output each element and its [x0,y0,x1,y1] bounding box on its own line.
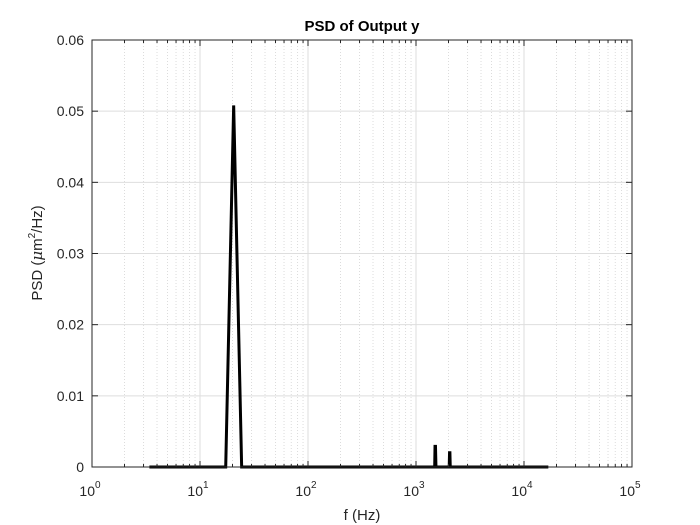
y-axis-label: PSD (μm2/Hz) [27,205,46,300]
y-axis-label-sup: 2 [27,232,38,238]
y-axis-label-unit: m [29,238,46,251]
x-tick-label-base: 10 [187,483,203,499]
x-tick-label: 103 [403,480,425,499]
y-tick-label: 0 [76,459,84,475]
y-tick-label: 0.06 [57,32,84,48]
x-tick-label: 101 [187,480,209,499]
y-axis-label-suffix: /Hz) [29,205,46,233]
x-tick-label-base: 10 [511,483,527,499]
x-tick-label-exponent: 2 [311,480,317,491]
x-tick-labels: 100 101 102 103 104 105 [79,480,641,499]
x-axis-label: f (Hz) [344,507,381,524]
y-tick-label: 0.01 [57,388,84,404]
x-tick-label-base: 10 [295,483,311,499]
y-tick-label: 0.03 [57,246,84,262]
y-tick-labels: 0 0.01 0.02 0.03 0.04 0.05 0.06 [57,32,84,475]
y-tick-label: 0.04 [57,174,84,190]
x-tick-label-exponent: 5 [635,480,641,491]
x-tick-label-base: 10 [79,483,95,499]
x-tick-label-exponent: 1 [203,480,209,491]
x-tick-label-base: 10 [619,483,635,499]
x-tick-label: 104 [511,480,533,499]
tick-marks [91,39,633,468]
y-axis-label-prefix: PSD ( [29,261,46,301]
x-tick-label: 105 [619,480,641,499]
x-tick-label-exponent: 0 [95,480,101,491]
psd-series-line [149,105,549,469]
x-tick-label-exponent: 4 [527,480,533,491]
x-tick-label-base: 10 [403,483,419,499]
x-tick-label: 100 [79,480,101,499]
y-tick-label: 0.02 [57,317,84,333]
x-tick-label: 102 [295,480,317,499]
y-axis-label-mu: μ [28,251,46,261]
series-layer [149,105,549,469]
y-tick-label: 0.05 [57,103,84,119]
x-tick-label-exponent: 3 [419,480,425,491]
chart-title: PSD of Output y [305,18,421,35]
